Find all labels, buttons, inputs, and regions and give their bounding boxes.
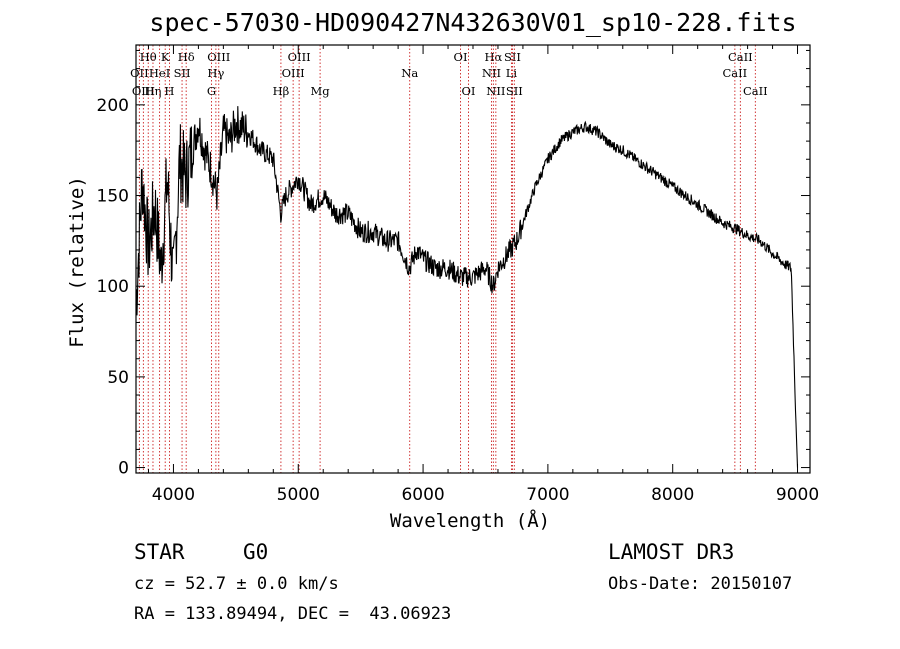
emission-line-label: Na xyxy=(401,66,418,80)
x-tick-label: 4000 xyxy=(152,485,195,505)
emission-line-label: OII xyxy=(130,66,149,80)
emission-line-label: CaII xyxy=(728,50,753,64)
x-axis-label: Wavelength (Å) xyxy=(389,510,551,532)
emission-line-label: Li xyxy=(506,66,518,80)
emission-line-label: SII xyxy=(506,84,523,98)
coordinates: RA = 133.89494, DEC = 43.06923 xyxy=(134,604,452,624)
y-tick-label: 0 xyxy=(118,459,129,479)
plot-frame xyxy=(135,44,811,474)
emission-line-label: H xyxy=(164,84,174,98)
x-tick-label: 9000 xyxy=(776,485,819,505)
emission-line-label: OIII xyxy=(207,50,230,64)
y-tick-label: 200 xyxy=(97,96,129,116)
emission-line-label: G xyxy=(207,84,216,98)
y-tick-label: 150 xyxy=(97,187,129,207)
emission-line-label: OIII xyxy=(288,50,311,64)
emission-line-label: Hθ xyxy=(140,50,157,64)
y-tick-label: 100 xyxy=(97,277,129,297)
redshift-value: cz = 52.7 ± 0.0 km/s xyxy=(134,574,339,594)
emission-line-label: SII xyxy=(174,66,191,80)
emission-line-label: HeI xyxy=(149,66,170,80)
x-tick-label: 8000 xyxy=(651,485,694,505)
emission-line-label: Hβ xyxy=(273,84,290,98)
emission-line-label: CaII xyxy=(722,66,747,80)
spectrum-line xyxy=(135,106,799,468)
emission-line-label: Hγ xyxy=(207,66,224,80)
emission-line-label: OI xyxy=(454,50,468,64)
emission-line-label: NII xyxy=(486,84,505,98)
emission-line-label: OIII xyxy=(132,84,155,98)
emission-line-label: Mg xyxy=(311,84,331,98)
emission-line-label: SII xyxy=(504,50,521,64)
object-subclass: G0 xyxy=(243,540,269,564)
object-class: STAR xyxy=(134,540,185,564)
emission-line-label: NII xyxy=(482,66,501,80)
y-tick-label: 50 xyxy=(107,368,129,388)
emission-line-label: Hδ xyxy=(178,50,195,64)
emission-line-label: K xyxy=(161,50,170,64)
x-tick-label: 7000 xyxy=(526,485,569,505)
emission-line-label: Hα xyxy=(484,50,502,64)
emission-line-label: Hη xyxy=(145,84,162,98)
survey-name: LAMOST DR3 xyxy=(608,540,735,564)
chart-title: spec-57030-HD090427N432630V01_sp10-228.f… xyxy=(149,8,797,37)
emission-line-label: OIII xyxy=(282,66,305,80)
x-tick-label: 6000 xyxy=(401,485,444,505)
emission-line-label: OI xyxy=(462,84,476,98)
emission-line-label: CaII xyxy=(743,84,768,98)
observation-date: Obs-Date: 20150107 xyxy=(608,574,793,594)
x-tick-label: 5000 xyxy=(277,485,320,505)
